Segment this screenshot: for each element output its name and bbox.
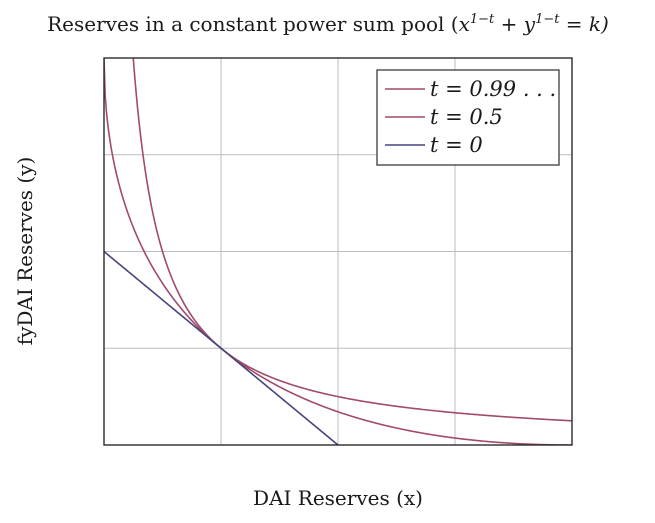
legend: t = 0.99 . . . t = 0.5 t = 0	[376, 69, 560, 166]
x-axis-label: DAI Reserves (x)	[253, 486, 423, 510]
y-axis-label: fyDAI Reserves (y)	[13, 157, 37, 346]
legend-label-1: t = 0.99 . . .	[430, 77, 556, 101]
series-line-2	[104, 58, 572, 445]
legend-box	[376, 69, 560, 166]
chart-title: Reserves in a constant power sum pool (x…	[47, 12, 609, 36]
series-group	[104, 58, 572, 445]
series-line-3	[104, 250, 339, 445]
legend-label-2: t = 0.5	[430, 105, 503, 129]
legend-label-3: t = 0	[430, 133, 483, 157]
plot-frame	[103, 57, 573, 446]
